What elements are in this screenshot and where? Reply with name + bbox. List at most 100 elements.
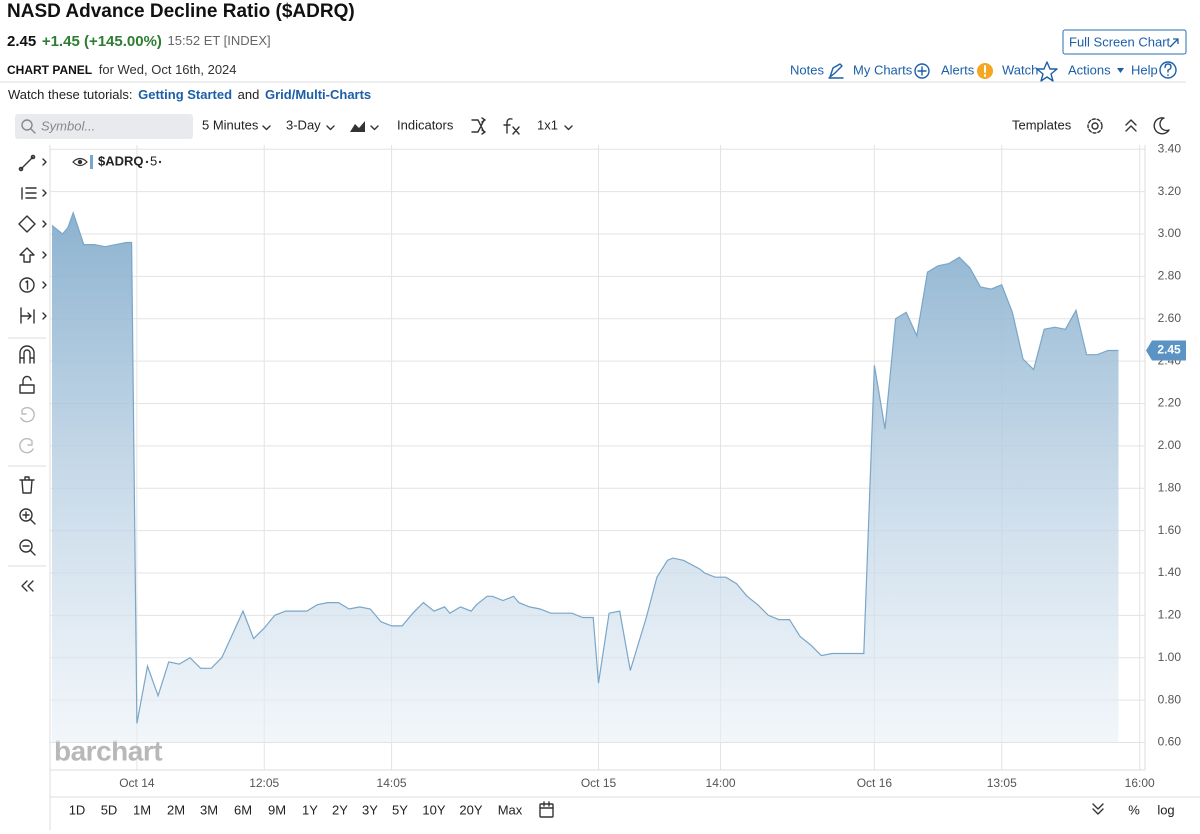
notes-link[interactable]: Notes <box>790 62 824 77</box>
theme-icon[interactable] <box>1153 117 1170 135</box>
watch-link[interactable]: Watch <box>1002 62 1038 77</box>
settings-icon[interactable] <box>1091 122 1099 130</box>
period-button[interactable]: 10Y <box>422 802 445 817</box>
actions-link[interactable]: Actions <box>1068 62 1111 77</box>
y-tick-label: 2.80 <box>1158 269 1182 283</box>
function-icon[interactable] <box>503 118 520 135</box>
period-button[interactable]: 5D <box>101 802 118 817</box>
chevron <box>370 125 379 131</box>
symbol-placeholder[interactable]: Symbol... <box>41 118 95 133</box>
full-screen-button[interactable] <box>1062 29 1187 55</box>
period-button[interactable]: 6M <box>234 802 252 817</box>
y-tick-label: 2.20 <box>1158 396 1182 410</box>
scale-option[interactable]: log <box>1157 802 1174 817</box>
tutorials-joiner: and <box>238 87 260 102</box>
period-button[interactable]: 5Y <box>392 802 408 817</box>
watch-icon <box>1036 61 1058 82</box>
tool-note[interactable] <box>19 277 35 293</box>
quote-time: 15:52 ET [INDEX] <box>168 33 271 48</box>
chevron <box>564 125 573 131</box>
tool-measure[interactable] <box>20 307 35 324</box>
quote-line: 2.45 +1.45 (+145.00%) 15:52 ET [INDEX] <box>7 33 271 50</box>
y-tick-label: 1.60 <box>1158 523 1182 537</box>
tool-delete[interactable] <box>19 476 35 494</box>
tool-chevrons <box>42 158 47 320</box>
period-button[interactable]: 20Y <box>459 802 482 817</box>
tool-lock[interactable] <box>19 375 35 394</box>
panel-date: for Wed, Oct 16th, 2024 <box>99 62 237 77</box>
tool-zoom-in[interactable] <box>19 508 33 522</box>
interval-select[interactable]: 5 Minutes <box>202 117 259 132</box>
indicators-button[interactable]: Indicators <box>397 117 454 132</box>
tool-line[interactable] <box>20 156 34 170</box>
period-button[interactable]: 3M <box>200 802 218 817</box>
calendar-mark <box>539 801 554 809</box>
tool-undo[interactable] <box>20 407 35 423</box>
period-button[interactable]: 3Y <box>362 802 378 817</box>
compare-icon[interactable] <box>471 117 486 135</box>
y-tick-label: 0.60 <box>1158 735 1182 749</box>
y-tick-label: 1.00 <box>1158 650 1182 664</box>
settings-ring <box>1087 118 1103 134</box>
area-line <box>51 210 1119 724</box>
tool-zoom-out-mark <box>22 545 36 556</box>
last-price: 2.45 <box>7 33 36 50</box>
drawing-toolbar <box>8 154 47 592</box>
mycharts-link[interactable]: My Charts <box>853 62 913 77</box>
legend-dot <box>158 160 162 164</box>
search-handle <box>30 128 36 134</box>
collapse-icon[interactable] <box>1125 119 1137 132</box>
tool-redo[interactable] <box>19 438 34 454</box>
y-tick-label: 1.40 <box>1158 565 1182 579</box>
expand-icon[interactable] <box>1092 803 1104 815</box>
y-tick-label: 2.60 <box>1158 311 1182 325</box>
y-tick-label: 3.00 <box>1158 226 1182 240</box>
tool-magnet[interactable] <box>19 345 35 364</box>
period-button[interactable]: 9M <box>268 802 286 817</box>
period-button[interactable]: Max <box>498 802 523 817</box>
plus-icon <box>917 66 927 76</box>
x-tick-label: 16:00 <box>1125 776 1155 790</box>
tutorials-line: Watch these tutorials: Getting Started a… <box>8 87 371 102</box>
alerts-link[interactable]: Alerts <box>941 62 975 77</box>
title: NASD Advance Decline Ratio ($ADRQ) <box>7 1 355 22</box>
legend-swatch <box>90 155 93 169</box>
range-select[interactable]: 3-Day <box>286 117 321 132</box>
layout-select[interactable]: 1x1 <box>537 117 558 132</box>
symbol-search[interactable] <box>15 114 193 139</box>
scale-option[interactable]: % <box>1128 802 1140 817</box>
legend-series-name: $ADRQ <box>98 153 144 168</box>
period-button[interactable]: 2M <box>167 802 185 817</box>
templates-button[interactable]: Templates <box>1012 117 1072 132</box>
tutorial-link[interactable]: Getting Started <box>138 87 232 102</box>
period-button[interactable]: 1Y <box>302 802 318 817</box>
chart-type-icon[interactable] <box>350 121 365 132</box>
tutorial-link[interactable]: Grid/Multi-Charts <box>265 87 371 102</box>
external-icon <box>1169 38 1179 48</box>
x-tick-label: 14:00 <box>706 776 736 790</box>
tool-shape[interactable] <box>18 215 36 233</box>
full-screen-label[interactable]: Full Screen Chart <box>1069 34 1171 49</box>
help-link[interactable]: Help <box>1131 62 1158 77</box>
notes-icon <box>828 63 844 79</box>
mycharts-icon <box>914 63 930 79</box>
y-tick-label: 1.80 <box>1158 480 1182 494</box>
y-tick-label: 1.20 <box>1158 608 1182 622</box>
period-button[interactable]: 1M <box>133 802 151 817</box>
tool-dot <box>30 154 36 160</box>
actions-caret <box>1117 68 1124 73</box>
period-button[interactable]: 1D <box>69 802 86 817</box>
tool-collapse[interactable] <box>21 580 34 592</box>
y-tick-label: 0.80 <box>1158 692 1182 706</box>
period-button[interactable]: 2Y <box>332 802 348 817</box>
legend-dot <box>145 160 149 164</box>
panel-label: CHART PANEL <box>7 63 92 77</box>
calendar-icon[interactable] <box>539 803 554 818</box>
x-tick-label: 14:05 <box>377 776 407 790</box>
tool-arrow[interactable] <box>19 247 35 263</box>
x-tick-label: Oct 14 <box>119 776 155 790</box>
tool-fib[interactable] <box>21 187 37 200</box>
x-tick-label: Oct 15 <box>581 776 617 790</box>
tool-zoom-out[interactable] <box>19 539 33 553</box>
